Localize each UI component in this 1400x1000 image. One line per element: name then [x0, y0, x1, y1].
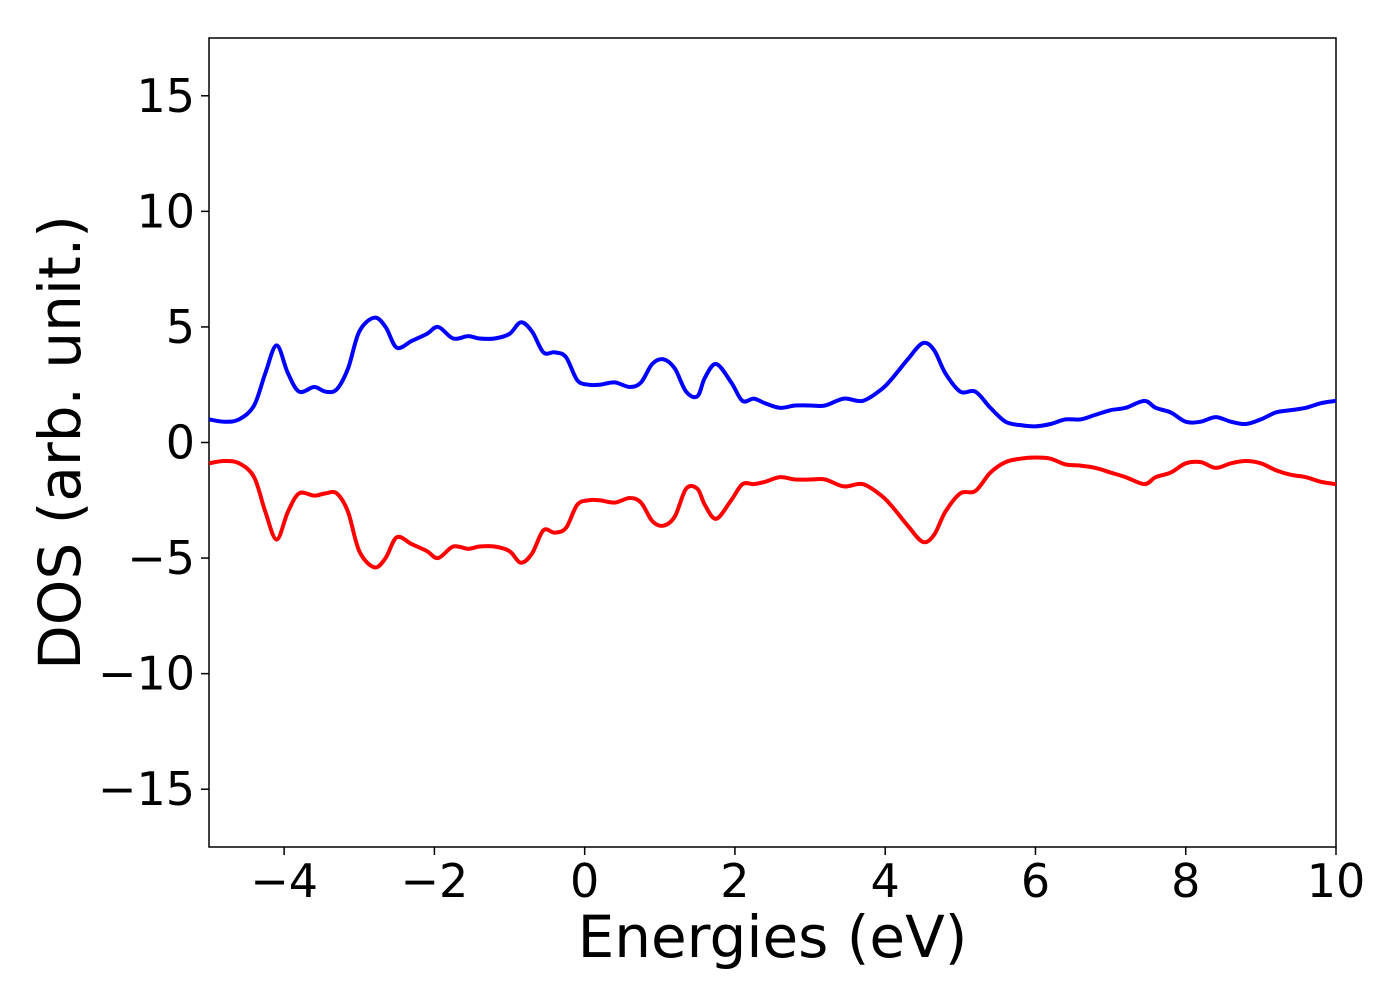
- x-tick-label: 6: [1021, 854, 1050, 908]
- y-tick-label: 0: [166, 416, 195, 470]
- y-tick-label: −10: [98, 647, 195, 701]
- y-axis-label: DOS (arb. unit.): [26, 215, 94, 670]
- y-tick-label: 15: [136, 69, 195, 123]
- y-tick-label: −5: [127, 531, 195, 585]
- y-tick-label: −15: [98, 762, 195, 816]
- x-tick-label: 2: [720, 854, 749, 908]
- x-tick-label: 8: [1171, 854, 1200, 908]
- y-axis-ticks: −15 −10 −5 0 5 10 15: [98, 69, 209, 816]
- x-tick-label: −2: [400, 854, 468, 908]
- y-tick-label: 10: [136, 184, 195, 238]
- plot-frame: [208, 37, 1337, 848]
- x-axis-ticks: −4 −2 0 2 4 6 8 10: [250, 847, 1365, 908]
- series-line-spin-up: [209, 315, 1336, 429]
- y-tick-label: 5: [166, 300, 195, 354]
- x-tick-label: 0: [570, 854, 599, 908]
- plot-area: [208, 37, 1337, 848]
- series-line-spin-down: [209, 455, 1336, 570]
- x-tick-label: 4: [871, 854, 900, 908]
- series-layer: [209, 315, 1336, 570]
- x-tick-label: −4: [250, 854, 318, 908]
- x-tick-label: 10: [1307, 854, 1366, 908]
- x-axis-label: Energies (eV): [578, 903, 968, 971]
